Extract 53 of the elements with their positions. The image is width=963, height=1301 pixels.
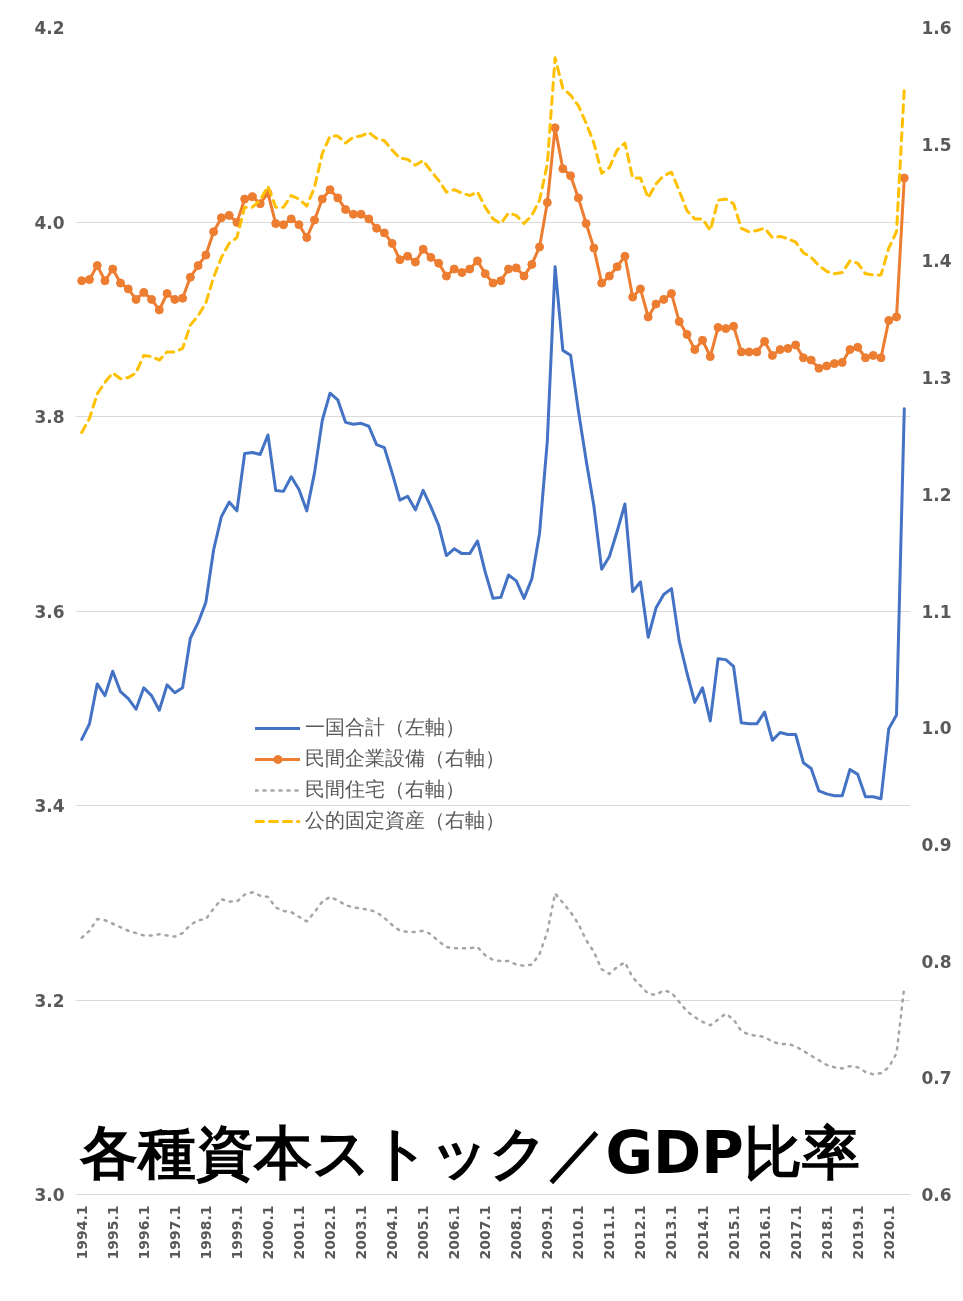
y-tick-label: 3.0 — [34, 1185, 65, 1205]
x-tick-label: 1999.1 — [228, 1205, 245, 1260]
y-tick-label: 3.2 — [34, 990, 65, 1011]
y2-tick-label: 1.6 — [921, 18, 952, 38]
x-tick-label: 2019.1 — [849, 1205, 866, 1260]
y2-tick-label: 1.3 — [921, 368, 952, 389]
x-tick-label: 1998.1 — [197, 1205, 214, 1260]
x-tick-label: 1994.1 — [73, 1205, 90, 1260]
x-tick-label: 2010.1 — [570, 1205, 587, 1260]
line-series — [80, 265, 906, 801]
x-tick-label: 2013.1 — [663, 1205, 680, 1260]
x-tick-label: 2005.1 — [415, 1205, 432, 1260]
x-tick-label: 2017.1 — [787, 1205, 804, 1260]
x-tick-label: 2009.1 — [539, 1205, 556, 1260]
legend-label: 一国合計（左軸） — [305, 714, 465, 741]
y2-tick-label: 1.5 — [921, 134, 952, 155]
y-tick-label: 4.2 — [34, 18, 65, 38]
y2-tick-label: 1.1 — [921, 601, 952, 622]
x-tick-label: 1997.1 — [166, 1205, 183, 1260]
x-tick-label: 1996.1 — [135, 1205, 152, 1260]
line-series — [80, 56, 906, 434]
x-tick-label: 2016.1 — [756, 1205, 773, 1260]
x-tick-label: 2007.1 — [477, 1205, 494, 1260]
x-tick-label: 2004.1 — [384, 1205, 401, 1260]
x-tick-label: 2002.1 — [322, 1205, 339, 1260]
x-tick-label: 2006.1 — [446, 1205, 463, 1260]
y2-tick-label: 1.0 — [921, 718, 952, 739]
x-tick-label: 2000.1 — [259, 1205, 276, 1260]
y-tick-label: 3.4 — [34, 796, 65, 816]
x-tick-label: 2003.1 — [353, 1205, 370, 1260]
y-tick-label: 4.0 — [34, 212, 65, 233]
x-tick-label: 2014.1 — [694, 1205, 711, 1260]
line-series — [80, 891, 906, 1076]
x-tick-label: 2012.1 — [632, 1205, 649, 1260]
y2-tick-label: 0.8 — [921, 951, 952, 972]
text: 各種資本ストック／GDP比率 — [78, 1118, 860, 1187]
x-tick-label: 2008.1 — [508, 1205, 525, 1260]
x-tick-label: 2011.1 — [601, 1205, 618, 1260]
x-tick-label: 2020.1 — [880, 1205, 897, 1260]
y-tick-label: 3.8 — [34, 407, 65, 427]
y2-tick-label: 0.9 — [921, 834, 952, 855]
legend-label: 民間住宅（右軸） — [305, 776, 465, 803]
x-tick-label: 2001.1 — [290, 1205, 307, 1260]
y2-tick-label: 0.7 — [921, 1068, 952, 1089]
legend-label: 公的固定資産（右軸） — [305, 807, 505, 834]
y-tick-label: 3.6 — [34, 601, 65, 622]
x-tick-label: 2015.1 — [725, 1205, 742, 1260]
y2-tick-label: 0.6 — [921, 1185, 952, 1205]
legend-label: 民間企業設備（右軸） — [305, 745, 505, 772]
y2-tick-label: 1.4 — [921, 251, 952, 272]
x-tick-label: 1995.1 — [104, 1205, 121, 1260]
y2-tick-label: 1.2 — [921, 484, 952, 505]
x-tick-label: 2018.1 — [818, 1205, 835, 1260]
